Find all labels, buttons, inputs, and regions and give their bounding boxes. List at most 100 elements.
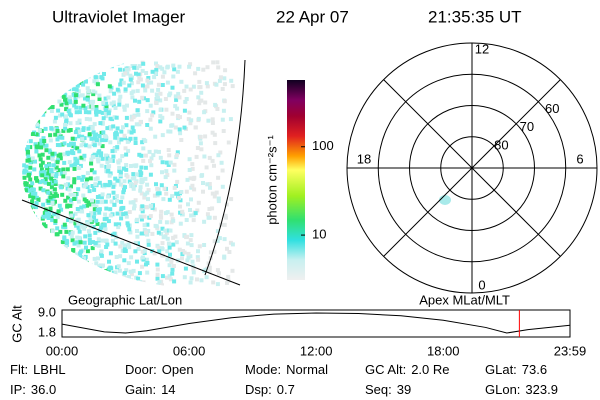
image-pixel	[38, 157, 43, 162]
image-pixel	[143, 165, 148, 170]
image-pixel	[108, 251, 113, 256]
image-pixel	[62, 222, 67, 227]
image-pixel	[149, 163, 154, 168]
image-pixel	[64, 107, 69, 112]
image-pixel	[30, 245, 35, 250]
lat-circle	[377, 73, 567, 263]
auroral-image	[22, 60, 235, 288]
image-pixel	[106, 183, 111, 188]
image-pixel	[73, 130, 78, 135]
image-pixel	[173, 94, 178, 99]
image-pixel	[153, 134, 158, 139]
image-pixel	[50, 72, 55, 77]
image-pixel	[157, 249, 162, 254]
image-pixel	[146, 188, 151, 193]
image-pixel	[155, 186, 160, 191]
image-pixel	[178, 198, 183, 203]
image-pixel	[85, 273, 90, 278]
image-pixel	[122, 133, 127, 138]
image-pixel	[22, 163, 26, 168]
image-pixel	[45, 84, 50, 89]
image-pixel	[78, 105, 83, 110]
image-pixel	[64, 238, 69, 243]
image-pixel	[22, 168, 27, 173]
image-pixel	[134, 218, 139, 223]
image-pixel	[140, 83, 145, 88]
image-pixel	[87, 105, 92, 110]
image-pixel	[207, 265, 212, 270]
image-pixel	[41, 65, 46, 70]
image-pixel	[50, 257, 55, 262]
image-pixel	[155, 64, 160, 69]
image-pixel	[119, 60, 124, 65]
image-pixel	[188, 121, 193, 126]
image-pixel	[41, 112, 46, 117]
image-pixel	[136, 80, 141, 85]
image-pixel	[127, 83, 132, 88]
image-pixel	[97, 180, 102, 185]
image-pixel	[134, 71, 138, 76]
image-pixel	[81, 128, 86, 132]
image-pixel	[199, 90, 204, 95]
image-pixel	[110, 238, 115, 243]
image-pixel	[114, 279, 119, 284]
image-pixel	[203, 100, 208, 105]
image-pixel	[27, 242, 32, 246]
image-pixel	[34, 205, 39, 210]
image-pixel	[77, 69, 82, 74]
image-pixel	[27, 243, 32, 248]
image-pixel	[91, 240, 96, 245]
image-pixel	[30, 132, 35, 136]
image-pixel	[78, 69, 83, 74]
image-pixel	[95, 69, 100, 74]
image-pixel	[59, 256, 64, 260]
image-pixel	[69, 266, 74, 271]
image-pixel	[163, 175, 168, 180]
image-pixel	[43, 224, 48, 229]
image-pixel	[56, 252, 61, 257]
field: Flt: LBHL	[10, 362, 66, 377]
image-pixel	[95, 63, 100, 68]
image-pixel	[107, 259, 111, 264]
image-pixel	[65, 203, 70, 208]
image-pixel	[32, 273, 37, 278]
image-pixel	[27, 127, 32, 132]
image-pixel	[91, 89, 96, 94]
image-pixel	[106, 164, 111, 169]
image-pixel	[191, 213, 196, 218]
image-pixel	[158, 219, 163, 224]
image-pixel	[55, 215, 60, 220]
image-pixel	[62, 141, 67, 146]
image-pixel	[182, 108, 187, 113]
image-pixel	[125, 71, 130, 76]
image-pixel	[203, 134, 208, 139]
image-pixel	[104, 245, 109, 249]
image-pixel	[140, 264, 145, 269]
image-pixel	[39, 224, 44, 228]
image-pixel	[32, 281, 36, 286]
image-pixel	[39, 62, 44, 67]
image-pixel	[143, 230, 148, 235]
image-pixel	[25, 233, 30, 237]
image-pixel	[100, 192, 105, 197]
image-pixel	[50, 251, 55, 256]
image-pixel	[184, 189, 189, 194]
image-pixel	[128, 77, 133, 82]
image-pixel	[135, 229, 139, 233]
image-pixel	[75, 218, 80, 223]
image-pixel	[50, 229, 55, 234]
image-pixel	[141, 146, 146, 151]
image-pixel	[72, 281, 77, 286]
time-tick-label: 06:00	[173, 343, 206, 358]
image-pixel	[32, 271, 37, 276]
image-pixel	[143, 176, 148, 181]
image-pixel	[83, 96, 87, 101]
image-pixel	[37, 79, 42, 84]
image-pixel	[109, 62, 114, 67]
image-pixel	[158, 119, 163, 124]
image-pixel	[183, 99, 188, 104]
image-pixel	[219, 160, 224, 165]
image-pixel	[165, 236, 170, 241]
image-pixel	[169, 257, 174, 262]
image-pixel	[29, 83, 34, 88]
